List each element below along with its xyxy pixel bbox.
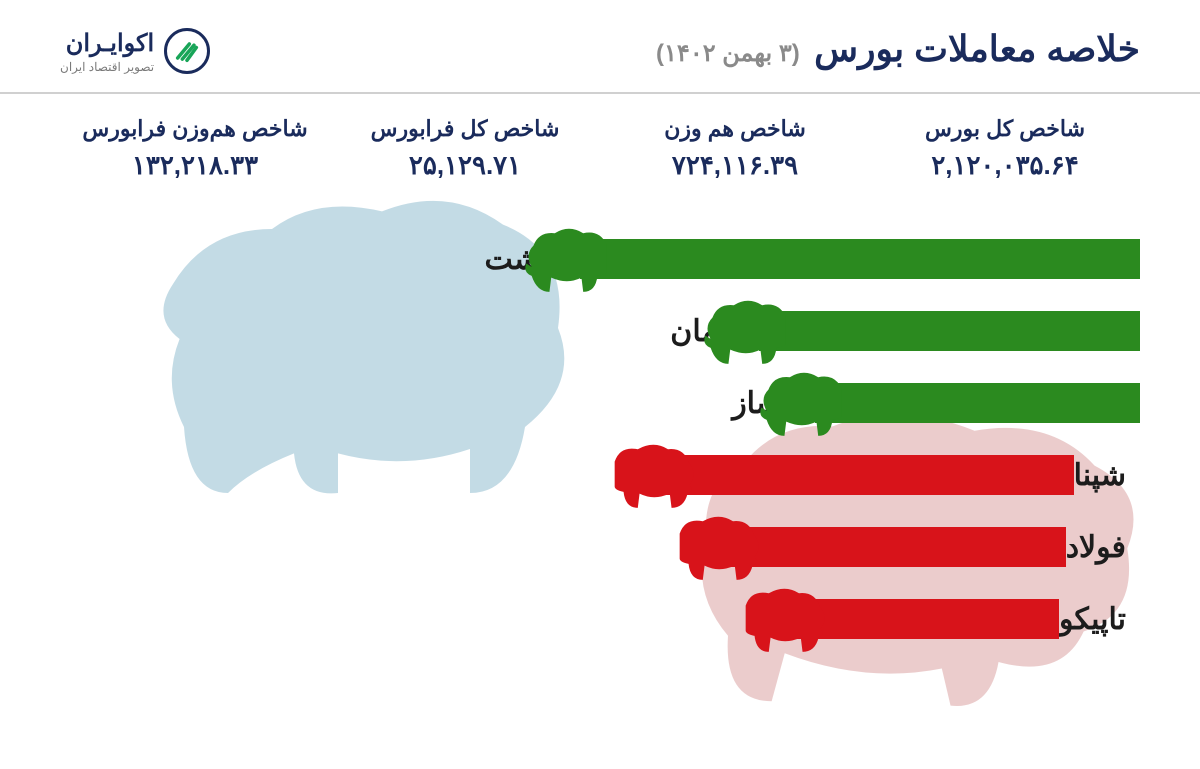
index-equal-weight: شاخص هم وزن ۷۲۴,۱۱۶.۳۹ xyxy=(600,116,870,181)
gainer-bar xyxy=(580,239,1140,279)
bar-wrap xyxy=(815,383,1140,423)
title-block: خلاصه معاملات بورس (۳ بهمن ۱۴۰۲) xyxy=(656,28,1140,70)
bull-icon xyxy=(524,219,614,299)
index-value: ۷۲۴,۱۱۶.۳۹ xyxy=(600,150,870,181)
loser-label: شپنا xyxy=(1074,458,1126,493)
logo-tagline: تصویر اقتصاد ایران xyxy=(60,60,154,74)
index-label: شاخص هم وزن xyxy=(600,116,870,142)
loser-bar xyxy=(730,527,1066,567)
index-label: شاخص کل فرابورس xyxy=(330,116,600,142)
gainer-row: پکرمان xyxy=(60,305,1140,357)
logo-name: اکوایـران xyxy=(60,29,154,58)
index-value: ۱۳۲,۲۱۸.۳۳ xyxy=(60,150,330,181)
index-equal-farabourse: شاخص هم‌وزن فرابورس ۱۳۲,۲۱۸.۳۳ xyxy=(60,116,330,181)
loser-row: شپنا xyxy=(60,449,1140,501)
loser-row: فولاد xyxy=(60,521,1140,573)
report-date: (۳ بهمن ۱۴۰۲) xyxy=(656,40,800,67)
index-total-bourse: شاخص کل بورس ۲,۱۲۰,۰۳۵.۶۴ xyxy=(870,116,1140,181)
gainers-group: سدشت پکرمان خوساز xyxy=(60,233,1140,429)
indices-row: شاخص کل بورس ۲,۱۲۰,۰۳۵.۶۴ شاخص هم وزن ۷۲… xyxy=(0,94,1200,193)
index-label: شاخص کل بورس xyxy=(870,116,1140,142)
loser-bar xyxy=(796,599,1059,639)
logo-icon xyxy=(164,28,210,74)
bull-icon xyxy=(759,363,849,443)
bar-wrap xyxy=(759,311,1140,351)
gainer-row: سدشت xyxy=(60,233,1140,285)
bar-wrap xyxy=(665,455,1074,495)
bear-icon xyxy=(607,435,697,515)
gainer-bar xyxy=(815,383,1140,423)
bar-wrap xyxy=(730,527,1066,567)
loser-label: تاپیکو xyxy=(1059,602,1126,637)
brand-logo: اکوایـران تصویر اقتصاد ایران xyxy=(60,28,210,74)
bear-icon xyxy=(738,579,828,659)
index-value: ۲۵,۱۲۹.۷۱ xyxy=(330,150,600,181)
gainer-bar xyxy=(759,311,1140,351)
index-label: شاخص هم‌وزن فرابورس xyxy=(60,116,330,142)
header: خلاصه معاملات بورس (۳ بهمن ۱۴۰۲) اکوایـر… xyxy=(0,0,1200,94)
bull-icon xyxy=(703,291,793,371)
bear-icon xyxy=(672,507,762,587)
bar-wrap xyxy=(796,599,1059,639)
losers-group: شپنا فولاد تاپیکو xyxy=(60,449,1140,645)
page-title: خلاصه معاملات بورس xyxy=(814,28,1140,69)
index-value: ۲,۱۲۰,۰۳۵.۶۴ xyxy=(870,150,1140,181)
index-total-farabourse: شاخص کل فرابورس ۲۵,۱۲۹.۷۱ xyxy=(330,116,600,181)
gainer-row: خوساز xyxy=(60,377,1140,429)
loser-label: فولاد xyxy=(1066,530,1126,565)
loser-row: تاپیکو xyxy=(60,593,1140,645)
bar-wrap xyxy=(580,239,1140,279)
chart-area: سدشت پکرمان خوساز xyxy=(0,193,1200,713)
loser-bar xyxy=(665,455,1074,495)
